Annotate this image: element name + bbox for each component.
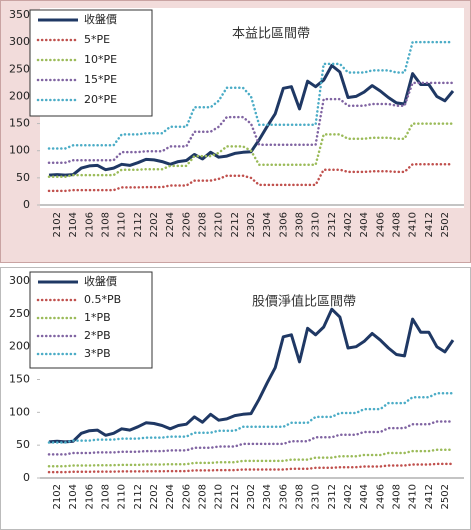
- legend-label: 3*PB: [84, 347, 111, 360]
- series-line: [47, 163, 455, 193]
- x-tick-label: 2404: [359, 212, 370, 237]
- x-tick-label: 2104: [68, 212, 79, 237]
- x-tick-label: 2304: [262, 484, 273, 509]
- x-tick-label: 2308: [294, 212, 305, 237]
- x-tick-label: 2302: [246, 484, 257, 509]
- x-tick-label: 2406: [375, 212, 386, 237]
- x-tick-label: 2408: [391, 212, 402, 237]
- x-tick-label: 2306: [278, 484, 289, 509]
- x-tick-label: 2410: [408, 484, 419, 509]
- legend-label: 收盤價: [84, 12, 117, 26]
- y-tick-label: 300: [9, 35, 30, 48]
- x-tick-label: 2110: [117, 484, 128, 509]
- series-line: [47, 40, 455, 150]
- x-tick-label: 2302: [246, 212, 257, 237]
- x-tick-label: 2206: [181, 212, 192, 237]
- x-tick-label: 2102: [52, 212, 63, 237]
- x-tick-label: 2110: [117, 212, 128, 237]
- x-tick-label: 2308: [294, 484, 305, 509]
- x-tick-label: 2412: [424, 484, 435, 509]
- legend-label: 0.5*PB: [84, 293, 121, 306]
- y-tick-label: 150: [9, 373, 30, 386]
- y-tick-label: 250: [9, 62, 30, 75]
- x-tick-label: 2502: [440, 484, 451, 509]
- x-tick-label: 2402: [343, 484, 354, 509]
- x-tick-label: 2212: [230, 484, 241, 509]
- x-tick-label: 2412: [424, 212, 435, 237]
- x-tick-label: 2108: [101, 484, 112, 509]
- annotation: 本益比區間帶: [232, 27, 310, 42]
- y-tick-label: 0: [23, 471, 30, 484]
- x-tick-label: 2204: [165, 484, 176, 509]
- x-tick-label: 2310: [311, 484, 322, 509]
- series-line: [47, 122, 455, 179]
- y-tick-label: 250: [9, 307, 30, 320]
- legend-label: 10*PE: [84, 53, 117, 66]
- legend-label: 2*PB: [84, 329, 111, 342]
- x-tick-label: 2106: [84, 484, 95, 509]
- x-tick-label: 2212: [230, 212, 241, 237]
- series-line: [47, 420, 455, 456]
- y-tick-label: 150: [9, 117, 30, 130]
- x-tick-label: 2312: [327, 484, 338, 509]
- y-tick-label: 0: [23, 198, 30, 211]
- x-tick-label: 2408: [391, 484, 402, 509]
- y-tick-label: 100: [9, 144, 30, 157]
- series-line: [48, 307, 455, 444]
- legend-label: 5*PE: [84, 33, 110, 46]
- y-tick-label: 50: [16, 171, 30, 184]
- x-tick-label: 2202: [149, 484, 160, 509]
- x-tick-label: 2402: [343, 212, 354, 237]
- y-tick-label: 50: [16, 438, 30, 451]
- y-tick-label: 200: [9, 89, 30, 102]
- legend-box: [29, 9, 153, 117]
- y-tick-label: 200: [9, 340, 30, 353]
- x-tick-label: 2208: [198, 484, 209, 509]
- y-tick-label: 350: [9, 8, 30, 21]
- x-tick-label: 2312: [327, 212, 338, 237]
- x-tick-label: 2210: [214, 484, 225, 509]
- x-tick-label: 2208: [198, 212, 209, 237]
- x-tick-label: 2210: [214, 212, 225, 237]
- series-line: [47, 81, 455, 164]
- x-tick-label: 2108: [101, 212, 112, 237]
- x-tick-label: 2502: [440, 212, 451, 237]
- x-tick-label: 2410: [408, 212, 419, 237]
- x-tick-label: 2204: [165, 212, 176, 237]
- x-tick-label: 2104: [68, 484, 79, 509]
- legend-label: 20*PE: [84, 93, 117, 106]
- x-tick-label: 2310: [311, 212, 322, 237]
- x-tick-label: 2102: [52, 484, 63, 509]
- y-tick-label: 300: [9, 274, 30, 287]
- legend-label: 1*PB: [84, 311, 111, 324]
- series-line: [47, 392, 455, 444]
- legend-box: [29, 271, 153, 369]
- x-tick-label: 2112: [133, 484, 144, 509]
- x-tick-label: 2306: [278, 212, 289, 237]
- x-tick-label: 2202: [149, 212, 160, 237]
- x-tick-label: 2106: [84, 212, 95, 237]
- x-tick-label: 2112: [133, 212, 144, 237]
- x-tick-label: 2206: [181, 484, 192, 509]
- x-tick-label: 2304: [262, 212, 273, 237]
- x-tick-label: 2406: [375, 484, 386, 509]
- bottom-panel: [0, 267, 471, 530]
- x-tick-label: 2404: [359, 484, 370, 509]
- annotation: 股價淨值比區間帶: [252, 294, 356, 310]
- series-line: [47, 462, 455, 474]
- legend-label: 15*PE: [84, 73, 117, 86]
- legend-label: 收盤價: [84, 274, 117, 288]
- y-tick-label: 100: [9, 405, 30, 418]
